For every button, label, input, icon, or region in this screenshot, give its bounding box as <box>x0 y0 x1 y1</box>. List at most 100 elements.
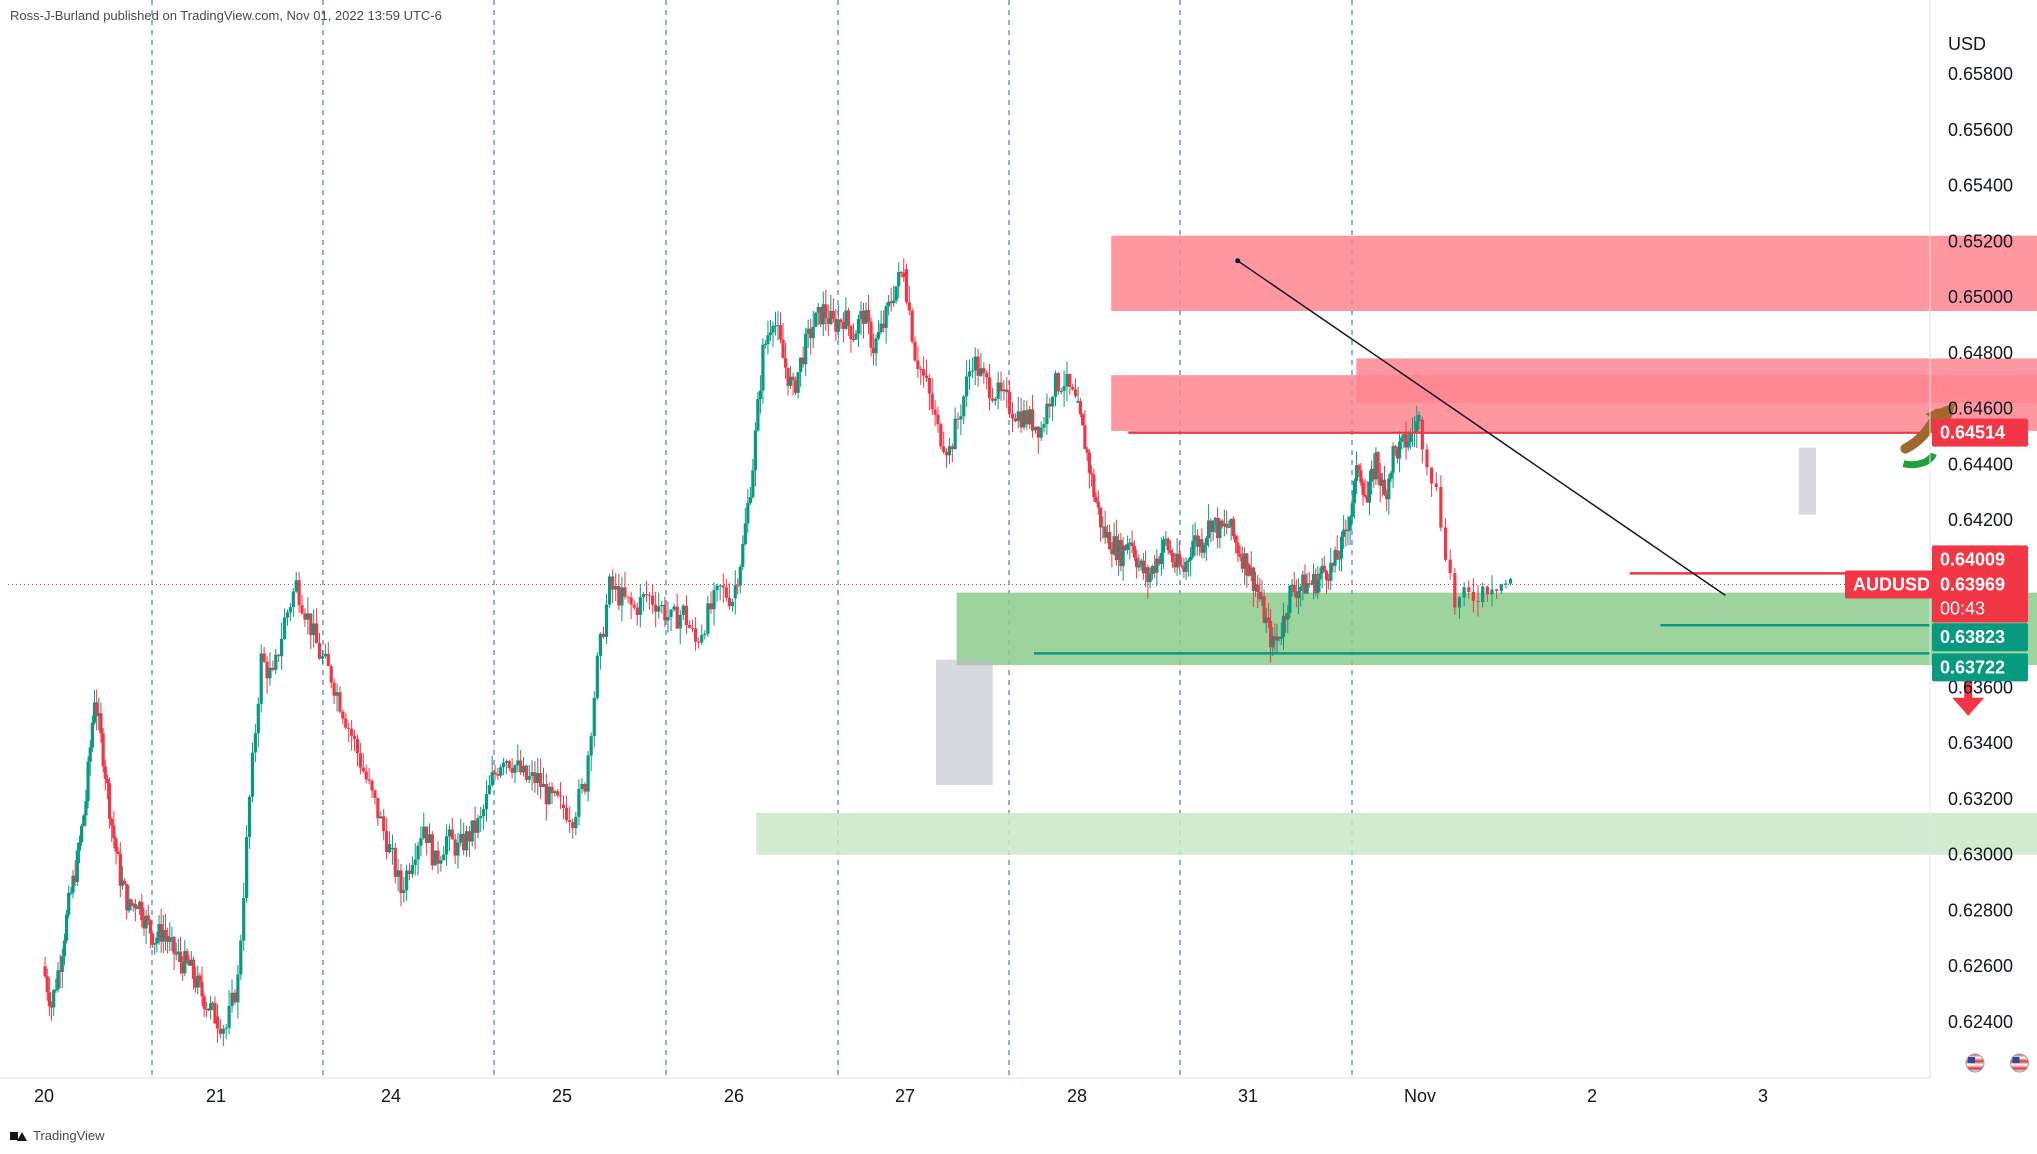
candle-body-120[interactable] <box>332 682 336 696</box>
candle-body-180[interactable] <box>504 761 509 763</box>
y-tick-label-2[interactable]: 0.65400 <box>1948 176 2013 196</box>
candle-body-231[interactable] <box>657 606 661 612</box>
candle-body-124[interactable] <box>344 718 348 728</box>
candle-body-405[interactable] <box>1123 545 1127 551</box>
candle-body-343[interactable] <box>959 416 963 420</box>
candle-body-160[interactable] <box>447 829 452 837</box>
candle-body-422[interactable] <box>1162 539 1166 553</box>
candle-body-190[interactable] <box>533 772 537 784</box>
candle-body-438[interactable] <box>1198 539 1202 547</box>
candle-body-493[interactable] <box>1318 573 1322 580</box>
candle-body-318[interactable] <box>889 301 893 304</box>
candle-body-241[interactable] <box>687 625 692 628</box>
candle-body-404[interactable] <box>1121 545 1125 567</box>
candle-body-235[interactable] <box>669 609 673 618</box>
candle-body-491[interactable] <box>1314 573 1318 594</box>
candle-body-236[interactable] <box>672 606 676 610</box>
candle-body-522[interactable] <box>1380 479 1384 486</box>
candle-body-298[interactable] <box>839 319 843 323</box>
candle-body-366[interactable] <box>1025 410 1029 425</box>
candle-body-97[interactable] <box>265 661 269 679</box>
candle-body-554[interactable] <box>1485 586 1489 595</box>
candle-body-25[interactable] <box>97 713 101 717</box>
candle-body-349[interactable] <box>976 356 980 376</box>
candle-body-83[interactable] <box>224 1027 228 1029</box>
candle-body-132[interactable] <box>367 779 371 781</box>
candle-body-455[interactable] <box>1236 542 1240 554</box>
candle-body-376[interactable] <box>1053 373 1058 397</box>
candle-body-20[interactable] <box>86 761 90 802</box>
candle-body-555[interactable] <box>1490 589 1494 595</box>
candle-body-15[interactable] <box>75 850 79 882</box>
candle-body-234[interactable] <box>666 617 670 621</box>
candle-body-395[interactable] <box>1101 526 1105 528</box>
candle-body-362[interactable] <box>1013 418 1017 422</box>
candle-body-204[interactable] <box>574 816 578 829</box>
candle-body-423[interactable] <box>1164 538 1168 540</box>
candle-body-216[interactable] <box>611 576 615 590</box>
candle-body-332[interactable] <box>927 378 931 394</box>
candle-body-222[interactable] <box>629 597 633 605</box>
candle-body-60[interactable] <box>172 937 176 954</box>
candle-body-462[interactable] <box>1251 567 1255 591</box>
candle-body-82[interactable] <box>221 1028 225 1034</box>
candle-body-421[interactable] <box>1159 552 1163 565</box>
candle-body-101[interactable] <box>277 654 281 657</box>
y-tick-label-12[interactable]: 0.63000 <box>1948 845 2013 865</box>
candle-body-91[interactable] <box>247 796 252 837</box>
candle-body-184[interactable] <box>516 760 520 766</box>
candle-body-527[interactable] <box>1391 446 1395 473</box>
candle-body-410[interactable] <box>1135 557 1139 568</box>
candle-body-35[interactable] <box>118 853 122 886</box>
candle-body-88[interactable] <box>239 940 243 975</box>
candle-body-450[interactable] <box>1225 523 1229 528</box>
candle-body-299[interactable] <box>841 322 845 329</box>
candle-body-510[interactable] <box>1354 465 1359 482</box>
candle-body-528[interactable] <box>1393 446 1397 449</box>
candle-body-171[interactable] <box>479 816 483 819</box>
candle-body-398[interactable] <box>1108 531 1112 550</box>
candle-body-140[interactable] <box>390 847 395 850</box>
candle-body-293[interactable] <box>826 318 830 324</box>
candle-body-98[interactable] <box>268 667 272 679</box>
candle-body-226[interactable] <box>641 594 645 598</box>
candle-body-255[interactable] <box>730 601 735 607</box>
candle-body-23[interactable] <box>92 702 97 723</box>
x-tick-label-1[interactable]: 21 <box>206 1086 226 1106</box>
x-tick-label-5[interactable]: 27 <box>895 1086 915 1106</box>
candle-body-49[interactable] <box>148 920 153 934</box>
candle-body-449[interactable] <box>1222 523 1226 527</box>
candle-body-166[interactable] <box>464 831 469 851</box>
candle-body-331[interactable] <box>924 375 929 379</box>
candle-body-269[interactable] <box>766 335 770 345</box>
candle-body-219[interactable] <box>620 587 624 606</box>
candle-body-215[interactable] <box>608 576 612 605</box>
candle-body-53[interactable] <box>157 923 161 938</box>
candle-body-375[interactable] <box>1051 396 1055 407</box>
candle-body-134[interactable] <box>373 790 377 799</box>
candle-body-320[interactable] <box>894 286 898 301</box>
candle-body-110[interactable] <box>303 613 307 620</box>
candle-body-59[interactable] <box>170 937 174 939</box>
tradingview-footer[interactable]: TradingView <box>10 1128 105 1143</box>
candle-body-50[interactable] <box>150 933 155 945</box>
candle-body-109[interactable] <box>300 605 304 614</box>
candle-body-310[interactable] <box>869 321 873 348</box>
candle-body-201[interactable] <box>565 808 569 821</box>
candle-body-112[interactable] <box>309 613 313 636</box>
candle-body-483[interactable] <box>1296 590 1301 598</box>
candle-body-418[interactable] <box>1153 566 1157 573</box>
y-tick-label-11[interactable]: 0.63200 <box>1948 789 2013 809</box>
candle-body-209[interactable] <box>589 736 593 756</box>
candle-body-14[interactable] <box>73 875 77 882</box>
candle-body-359[interactable] <box>1005 389 1009 393</box>
candle-body-300[interactable] <box>844 310 848 329</box>
x-tick-label-3[interactable]: 25 <box>552 1086 572 1106</box>
candle-body-549[interactable] <box>1462 587 1466 598</box>
candle-body-363[interactable] <box>1016 411 1020 422</box>
candle-body-371[interactable] <box>1039 427 1043 438</box>
candle-body-142[interactable] <box>396 870 400 877</box>
event-markers-layer[interactable] <box>1965 1053 2037 1073</box>
candle-body-402[interactable] <box>1117 540 1121 561</box>
candle-body-48[interactable] <box>146 915 150 921</box>
